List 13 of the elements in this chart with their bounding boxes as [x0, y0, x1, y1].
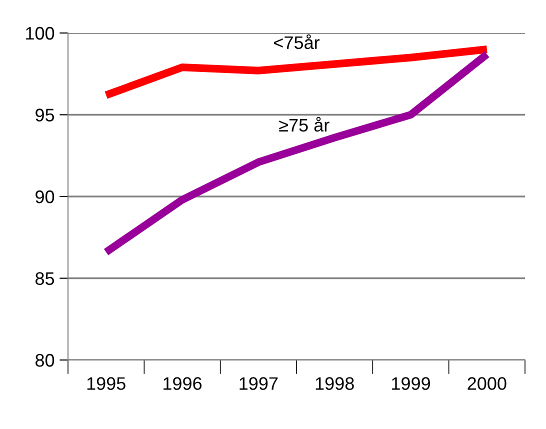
x-tick-label: 1997 — [240, 377, 278, 390]
y-tick-label: 80 — [36, 354, 54, 367]
y-tick-label: 85 — [36, 272, 54, 285]
y-tick-label: 90 — [36, 190, 54, 204]
series-label: ≥75 år — [279, 116, 330, 132]
x-tick-label: 1998 — [316, 377, 354, 390]
y-tick-label: 95 — [36, 108, 54, 122]
y-tick-label: 100 — [26, 26, 54, 40]
x-tick-label: 1999 — [392, 377, 430, 390]
x-tick-label: 2000 — [468, 377, 506, 390]
series-label: <75år — [274, 34, 320, 50]
x-tick-label: 1996 — [164, 377, 202, 390]
x-tick-label: 1995 — [87, 377, 126, 390]
